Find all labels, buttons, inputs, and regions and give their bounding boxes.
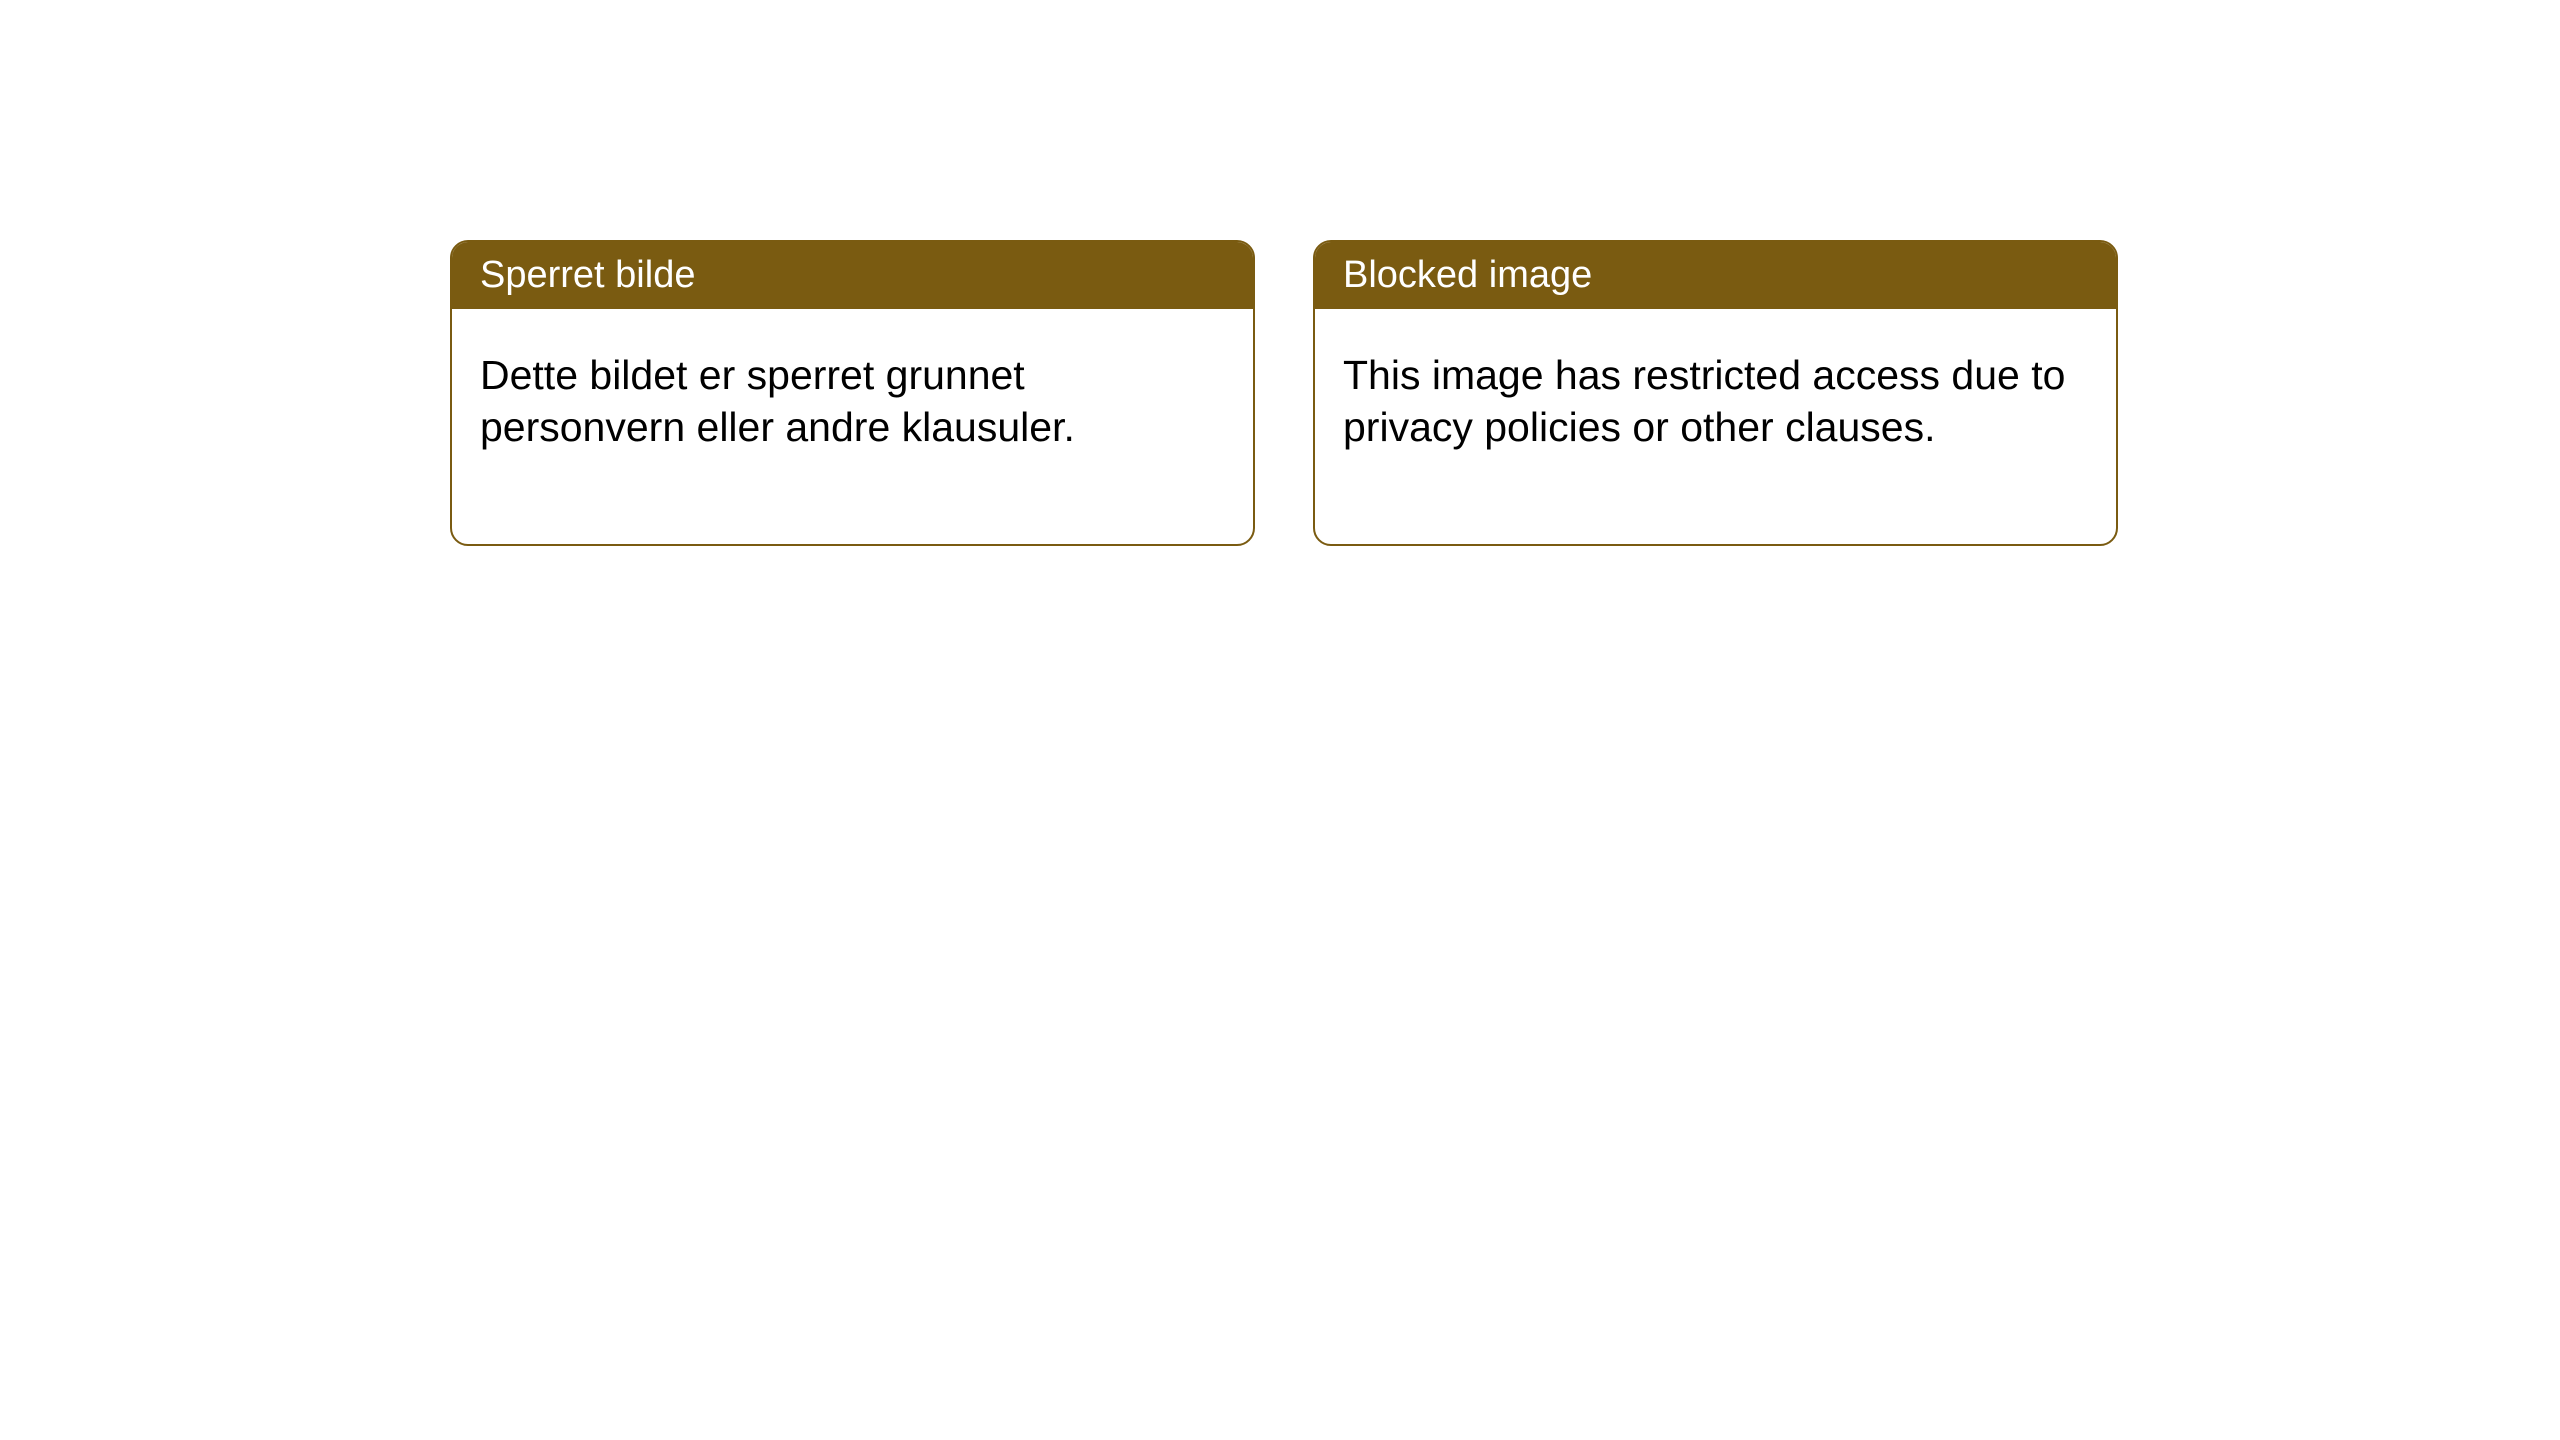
notice-body-norwegian: Dette bildet er sperret grunnet personve… [452, 309, 1253, 544]
notice-box-english: Blocked image This image has restricted … [1313, 240, 2118, 546]
notice-text-norwegian: Dette bildet er sperret grunnet personve… [480, 352, 1075, 450]
notice-box-norwegian: Sperret bilde Dette bildet er sperret gr… [450, 240, 1255, 546]
notice-text-english: This image has restricted access due to … [1343, 352, 2065, 450]
notice-header-norwegian: Sperret bilde [452, 242, 1253, 309]
notice-title-norwegian: Sperret bilde [480, 254, 695, 296]
notice-title-english: Blocked image [1343, 254, 1592, 296]
notice-header-english: Blocked image [1315, 242, 2116, 309]
notice-container: Sperret bilde Dette bildet er sperret gr… [450, 240, 2118, 546]
notice-body-english: This image has restricted access due to … [1315, 309, 2116, 544]
